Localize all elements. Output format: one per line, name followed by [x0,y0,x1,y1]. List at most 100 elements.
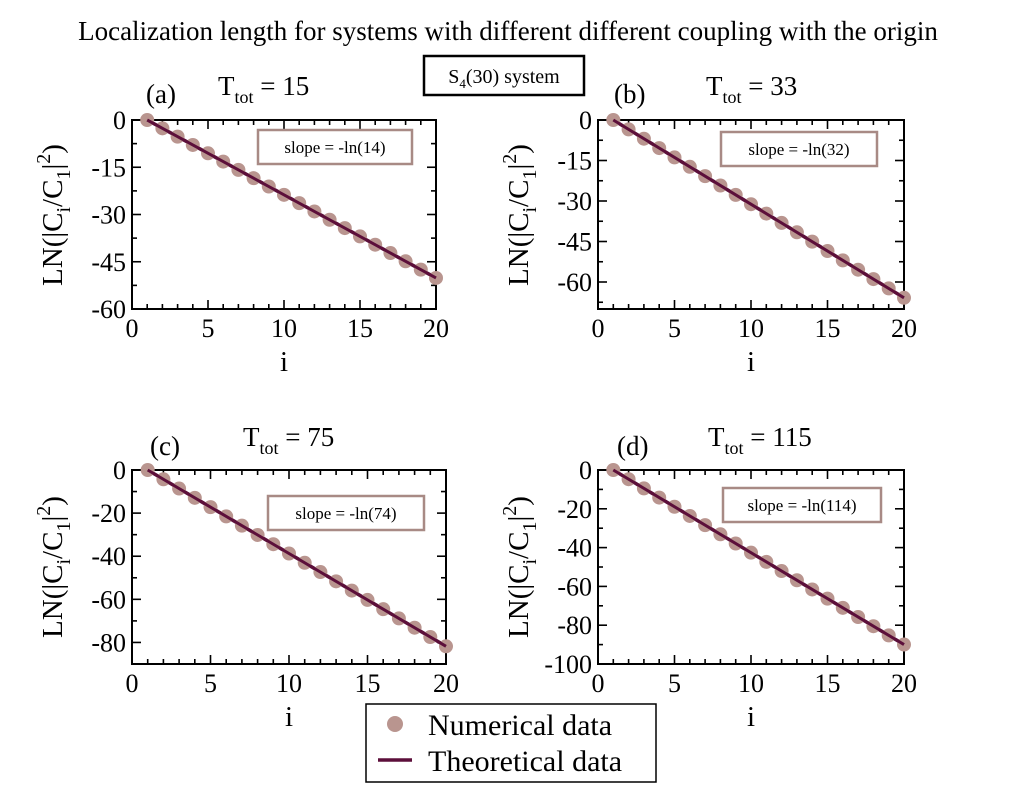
theoretical-line-overlay [612,118,905,300]
ttot-prefix: T [708,422,725,452]
y-label-end: | [503,516,535,522]
y-tick-label: 0 [113,106,126,135]
theoretical-line-overlay [612,468,905,646]
panel-tag: (c) [150,431,180,461]
y-label-sup: 2 [499,154,521,164]
y-axis-label: LN(|Ci/C1|2) [499,144,541,286]
x-tick-label: 20 [891,669,917,698]
theoretical-line-overlay [146,118,437,280]
y-label-sub-i: i [519,558,541,564]
ttot-value: = 15 [254,71,310,101]
x-tick-label: 10 [738,314,764,343]
y-label-mid: /C [503,180,535,207]
y-label-main: LN(|C [503,212,535,285]
ttot-sub: tot [723,87,742,107]
y-label-close: ) [503,144,535,154]
y-label-main: LN(|C [503,564,535,637]
y-axis-label: LN(|Ci/C1|2) [33,144,75,286]
x-tick-label: 20 [891,314,917,343]
x-tick-label: 20 [423,314,449,343]
y-tick-label: 0 [579,456,592,485]
x-tick-label: 10 [271,314,297,343]
y-tick-label: -45 [557,228,592,257]
panel-tag: (a) [146,79,176,109]
x-axis-label: i [280,346,288,378]
y-tick-label: -30 [91,201,126,230]
y-tick-label: -40 [557,534,592,563]
ttot-sub: tot [260,438,279,458]
ttot-label: Ttot = 33 [706,71,797,107]
ttot-sub: tot [725,438,744,458]
y-tick-label: -30 [557,187,592,216]
ttot-prefix: T [218,71,235,101]
x-tick-label: 10 [276,669,302,698]
legend-theoretical-label: Theoretical data [428,745,622,778]
x-axis-label: i [747,346,755,378]
y-label-close: ) [503,496,535,506]
y-tick-label: -60 [557,572,592,601]
panel-c: 0 5 10 15 20 0 -20 -40 -60 -80 slope = -ln(74) (c) T… [33,422,459,733]
y-tick-label: -45 [91,248,126,277]
panel-b: 0 5 10 15 20 0 -15 -30 -45 -60 slope = -ln(32) (b) T… [499,71,917,378]
y-label-mid: /C [503,532,535,559]
y-tick-label: 0 [579,106,592,135]
y-axis-label: LN(|Ci/C1|2) [33,496,75,638]
y-label-sub-1: 1 [53,522,75,532]
x-tick-label: 0 [126,669,139,698]
legend-marker-icon [387,716,403,732]
y-tick-label: -60 [91,295,126,324]
y-label-sup: 2 [33,506,55,516]
ttot-label: Ttot = 115 [708,422,812,458]
x-axis-label: i [747,701,755,733]
y-tick-label: -80 [91,628,126,657]
system-label-sub: 4 [459,76,466,91]
x-tick-label: 20 [433,669,459,698]
x-axis-label: i [285,701,293,733]
y-tick-label: -20 [557,495,592,524]
slope-label: slope = -ln(74) [295,504,396,523]
slope-label: slope = -ln(32) [748,140,849,159]
legend: Numerical data Theoretical data [365,703,657,783]
y-label-sub-i: i [519,206,541,212]
ttot-label: Ttot = 15 [218,71,309,107]
system-label: S4(30) system [448,66,560,91]
y-label-sub-i: i [53,558,75,564]
y-label-close: ) [37,496,69,506]
panel-d: 0 5 10 15 20 0 -20 -40 -60 -80 -100 slope = -ln(114… [499,422,917,733]
y-label-mid: /C [37,180,69,207]
y-label-sup: 2 [33,154,55,164]
ttot-sub: tot [235,87,254,107]
system-label-frame [422,54,586,97]
x-tick-label: 5 [204,669,217,698]
y-label-sub-1: 1 [519,170,541,180]
x-tick-label: 0 [592,314,605,343]
x-tick-label: 0 [592,669,605,698]
y-tick-label: -60 [557,268,592,297]
ttot-prefix: T [706,71,723,101]
x-tick-label: 5 [668,314,681,343]
slope-box [721,486,883,524]
legend-frame [365,703,657,783]
theoretical-line-overlay [146,468,447,648]
y-label-sub-1: 1 [53,170,75,180]
system-label-rest: (30) system [466,66,560,88]
y-label-main: LN(|C [37,212,69,285]
ttot-value: = 75 [279,422,335,452]
ttot-label: Ttot = 75 [243,422,334,458]
x-tick-label: 10 [738,669,764,698]
slope-label: slope = -ln(14) [284,138,385,157]
y-label-sub-1: 1 [519,522,541,532]
y-tick-label: -100 [544,650,592,679]
panel-tag: (d) [617,431,648,461]
legend-numerical-label: Numerical data [428,709,612,742]
y-label-main: LN(|C [37,564,69,637]
y-label-mid: /C [37,532,69,559]
slope-label: slope = -ln(114) [747,496,856,515]
ttot-value: = 115 [744,422,812,452]
y-tick-label: -15 [91,153,126,182]
y-label-end: | [37,164,69,170]
y-label-sup: 2 [499,506,521,516]
y-tick-label: -15 [557,147,592,176]
y-tick-label: 0 [113,456,126,485]
